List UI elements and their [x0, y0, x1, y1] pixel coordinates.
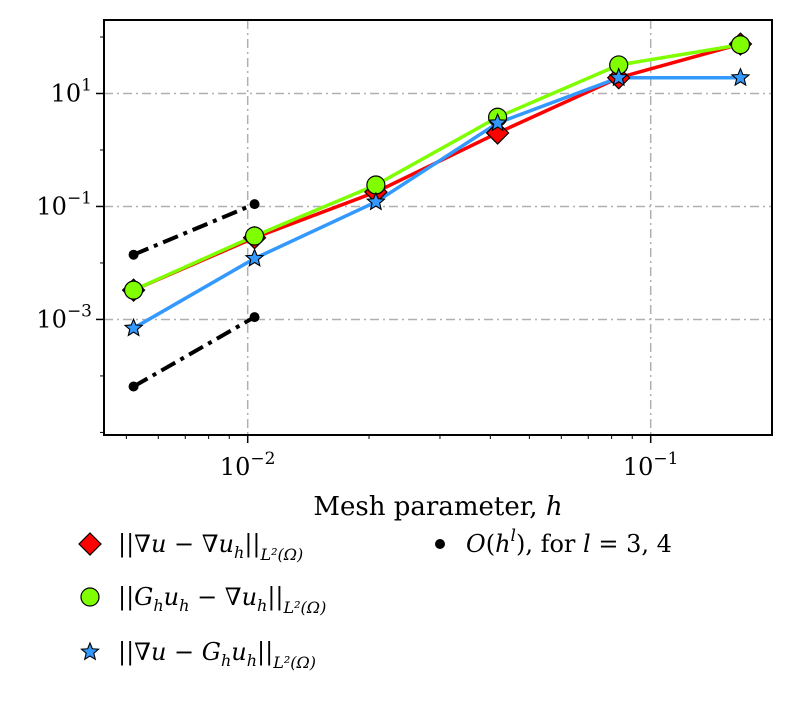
grid-lines — [104, 20, 772, 435]
legend-label-reference: O(hl), for l = 3, 4 — [466, 526, 672, 558]
data-point-recovered_vs_discrete — [123, 280, 144, 300]
data-point-recovered_vs_discrete — [244, 226, 265, 246]
series-line-recovered_vs_discrete — [132, 42, 741, 292]
series-line-grad_error — [132, 42, 741, 292]
legend-label-recovered_vs_discrete: ||Ghuh − ∇uh||L²(Ω) — [118, 583, 326, 617]
legend: ||∇u − ∇uh||L²(Ω) ||Ghuh − ∇uh||L²(Ω) ||∇u… — [78, 526, 672, 672]
reference-point — [249, 312, 260, 323]
data-point-recovered_error — [487, 112, 508, 132]
data-point-recovered_error — [244, 248, 265, 267]
series-line-recovered_error — [132, 75, 741, 330]
data-point-grad_error — [485, 121, 510, 145]
reference-lines — [128, 199, 260, 392]
legend-marker-recovered_vs_discrete — [80, 587, 100, 607]
reference-point — [249, 199, 260, 210]
legend-label-grad_error: ||∇u − ∇uh||L²(Ω) — [118, 530, 303, 564]
y-tick-label: 101 — [51, 75, 92, 107]
legend-marker-recovered_error — [80, 641, 100, 661]
data-point-recovered_vs_discrete — [366, 175, 386, 195]
data-point-recovered_error — [365, 191, 386, 211]
x-axis-label: Mesh parameter, h — [313, 492, 562, 522]
x-tick-label: 10−2 — [220, 449, 276, 481]
data-series — [121, 32, 753, 337]
reference-line — [132, 202, 256, 257]
data-point-recovered_error — [608, 67, 629, 87]
data-point-recovered_error — [730, 67, 751, 87]
reference-point — [128, 249, 139, 260]
reference-line — [132, 315, 256, 389]
plot-frame — [103, 19, 773, 436]
y-tick-label: 10−1 — [36, 188, 92, 220]
legend-marker-reference — [435, 539, 445, 549]
legend-marker-grad_error — [78, 532, 102, 556]
axis-ticks: 10−2 10−1 10−3 10−1 101 — [36, 36, 679, 481]
data-point-recovered_vs_discrete — [730, 35, 751, 55]
reference-point — [128, 381, 139, 392]
x-tick-label: 10−1 — [623, 449, 679, 481]
data-point-recovered_error — [123, 317, 144, 337]
y-tick-label: 10−3 — [36, 301, 92, 333]
legend-label-recovered_error: ||∇u − Ghuh||L²(Ω) — [118, 638, 316, 672]
